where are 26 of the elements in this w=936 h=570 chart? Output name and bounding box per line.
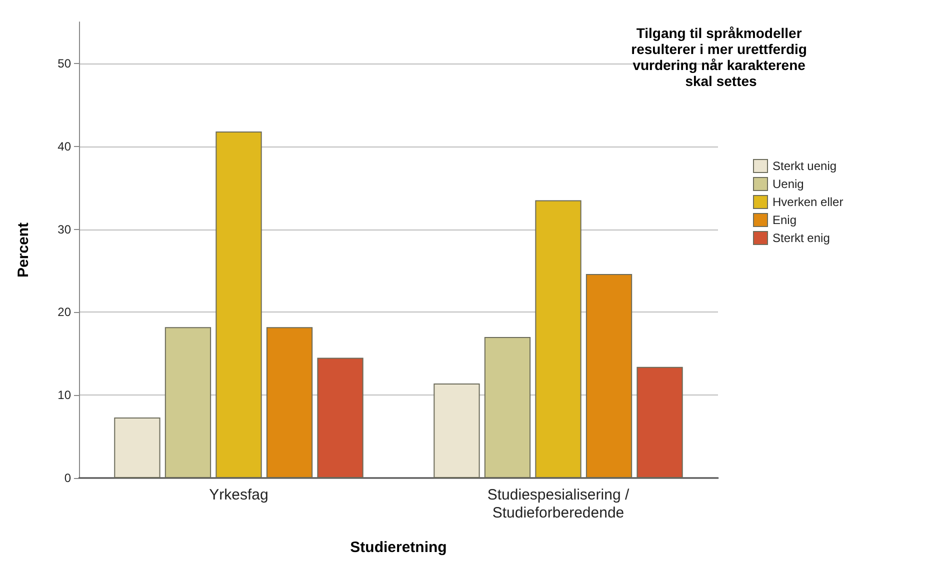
bar <box>484 337 531 478</box>
legend-label: Sterkt uenig <box>772 159 837 173</box>
y-tick-label: 30 <box>58 222 72 236</box>
bar <box>216 131 262 478</box>
bar <box>114 417 160 478</box>
bar <box>636 366 683 478</box>
bar <box>266 327 313 478</box>
y-tick-label: 40 <box>58 139 72 154</box>
x-axis-title: Studieretning <box>350 539 447 556</box>
legend-label: Enig <box>772 213 797 227</box>
y-axis-title: Percent <box>15 222 32 278</box>
x-tick-label: Studiespesialisering / Studieforberedende <box>487 486 630 522</box>
x-tick-label: Yrkesfag <box>209 486 268 504</box>
y-tick-label: 20 <box>58 305 72 320</box>
bar <box>586 274 632 478</box>
legend-label: Hverken eller <box>772 195 844 209</box>
y-tick-label: 50 <box>58 56 72 70</box>
y-tick-label: 10 <box>58 388 72 402</box>
legend-label: Uenig <box>772 177 804 191</box>
bar <box>535 200 582 478</box>
bar <box>434 383 480 478</box>
legend-label: Sterkt enig <box>772 231 830 245</box>
y-tick-label: 0 <box>64 471 72 485</box>
bar <box>164 327 212 478</box>
bar <box>317 358 364 478</box>
legend-title: Tilgang til språkmodeller resulterer i mer urettferdig vurdering når karakterene skal settes <box>631 25 811 89</box>
